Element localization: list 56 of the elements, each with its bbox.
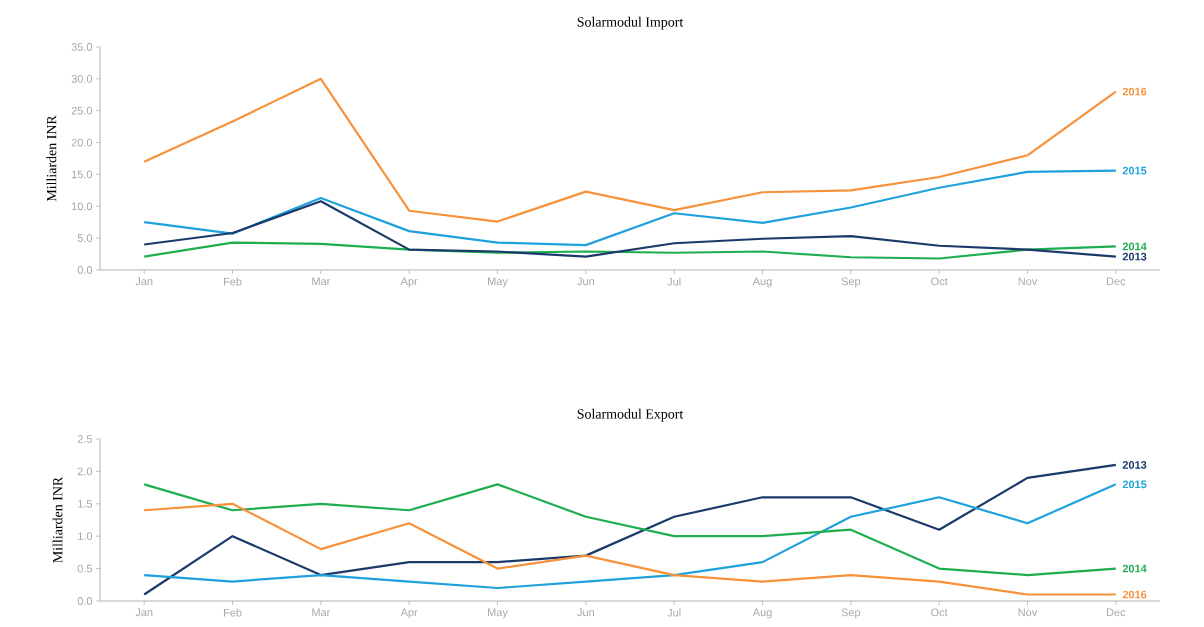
x-tick-label: May <box>488 608 508 619</box>
x-tick-label: Apr <box>400 608 418 619</box>
x-tick-label: Dec <box>1107 608 1126 617</box>
y-tick-label: 2.0 <box>77 467 93 476</box>
line-series <box>143 241 1117 260</box>
y-tick-label: 25.0 <box>71 106 93 115</box>
y-tick-label: 15.0 <box>71 170 93 179</box>
y-tick-label: 0.0 <box>77 597 93 605</box>
y-tick-label: 35.0 <box>71 43 93 51</box>
series-label: 2014 <box>1122 564 1147 573</box>
y-tick-label: 5.0 <box>77 234 93 243</box>
x-tick-label: Feb <box>223 277 242 286</box>
x-tick-label: Jan <box>135 608 153 617</box>
x-tick-label: Aug <box>752 277 772 288</box>
y-tick-label: 0.5 <box>77 564 93 573</box>
y-axis-title: Milliarden INR <box>52 476 63 563</box>
x-tick-label: Sep <box>841 608 861 619</box>
y-tick-label: 10.0 <box>71 202 93 211</box>
series-label: 2014 <box>1122 242 1147 251</box>
chart-title: Solarmodul Import <box>577 16 684 30</box>
x-tick-label: Aug <box>752 608 772 619</box>
y-tick-label: 1.0 <box>78 532 93 541</box>
series-label: 2015 <box>1122 480 1147 489</box>
series-label: 2016 <box>1122 590 1147 599</box>
x-tick-label: May <box>488 277 508 288</box>
series-label: 2016 <box>1122 87 1147 96</box>
x-tick-label: Sep <box>841 277 861 288</box>
line-series <box>143 463 1117 596</box>
x-tick-label: Feb <box>223 608 242 617</box>
x-tick-label: Jun <box>577 608 594 617</box>
x-tick-label: Nov <box>1018 277 1038 286</box>
x-tick-label: Apr <box>400 277 418 288</box>
y-axis-title: Milliarden INR <box>46 115 57 202</box>
line-series <box>143 169 1117 247</box>
x-tick-label: Mar <box>312 608 331 617</box>
x-tick-label: Jul <box>667 608 681 617</box>
series-label: 2015 <box>1122 166 1147 175</box>
x-tick-label: Jan <box>135 277 153 286</box>
y-tick-label: 30.0 <box>71 74 93 83</box>
x-tick-label: Nov <box>1018 608 1038 617</box>
x-tick-label: Oct <box>931 277 948 286</box>
x-tick-label: Dec <box>1107 277 1126 286</box>
y-tick-label: 0.0 <box>77 266 93 274</box>
line-series <box>143 77 1117 223</box>
line-series <box>143 200 1117 258</box>
series-label: 2013 <box>1122 252 1147 261</box>
x-tick-label: Mar <box>312 277 331 286</box>
x-tick-label: Jun <box>577 277 594 286</box>
y-tick-label: 2.5 <box>77 435 93 443</box>
y-tick-label: 1.5 <box>78 499 93 508</box>
y-tick-label: 20.0 <box>71 138 93 147</box>
x-tick-label: Jul <box>667 277 681 286</box>
x-tick-label: Oct <box>931 608 948 617</box>
line-series <box>143 502 1117 596</box>
series-label: 2013 <box>1122 461 1147 469</box>
chart-title: Solarmodul Export <box>577 408 684 422</box>
